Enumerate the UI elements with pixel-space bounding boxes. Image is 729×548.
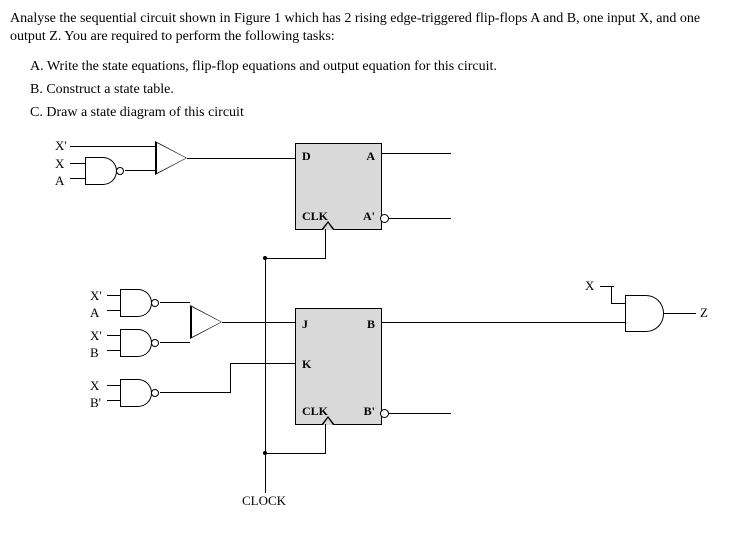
wire xyxy=(381,153,451,154)
wire xyxy=(125,170,155,171)
wire xyxy=(107,350,120,351)
junction-dot xyxy=(263,451,267,455)
wire xyxy=(381,322,611,323)
task-letter: B. xyxy=(30,82,43,97)
wire xyxy=(222,322,295,323)
circuit-diagram: X' X A D A CLK A' X' A X' B X B' xyxy=(10,138,710,538)
label-x-prime: X' xyxy=(55,138,67,154)
wire xyxy=(611,322,625,323)
label-b-prime: B' xyxy=(90,395,101,411)
wire xyxy=(70,178,85,179)
wire xyxy=(107,335,120,336)
task-text: Write the state equations, flip-flop equ… xyxy=(47,59,497,74)
ff-label-q-b: B xyxy=(367,317,375,332)
wire xyxy=(107,400,120,401)
wire xyxy=(664,313,696,314)
wire xyxy=(230,363,231,393)
ff-label-qbar-b: B' xyxy=(364,404,375,419)
nand-gate-top xyxy=(85,157,120,185)
task-list: A. Write the state equations, flip-flop … xyxy=(30,56,719,123)
label-x-prime-3: X' xyxy=(90,328,102,344)
flipflop-b: J B K CLK B' xyxy=(295,308,382,425)
wire xyxy=(160,342,190,343)
buffer-top xyxy=(155,141,187,175)
wire xyxy=(388,218,451,219)
wire xyxy=(70,163,85,164)
wire xyxy=(160,392,230,393)
task-b: B. Construct a state table. xyxy=(30,79,719,100)
label-x-out: X xyxy=(585,278,594,294)
question-intro: Analyse the sequential circuit shown in … xyxy=(10,10,719,46)
task-c: C. Draw a state diagram of this circuit xyxy=(30,102,719,123)
task-text: Construct a state table. xyxy=(46,82,174,97)
label-x-prime-2: X' xyxy=(90,288,102,304)
wire xyxy=(70,146,155,147)
label-x: X xyxy=(55,156,64,172)
task-letter: C. xyxy=(30,105,43,120)
wire xyxy=(265,258,325,259)
wire xyxy=(325,229,326,259)
wire xyxy=(611,286,612,303)
wire xyxy=(265,258,266,493)
label-z: Z xyxy=(700,305,708,321)
nand-gate-xbp xyxy=(120,379,155,407)
wire xyxy=(187,158,295,159)
label-a: A xyxy=(55,173,64,189)
wire xyxy=(611,303,625,304)
label-x-3: X xyxy=(90,378,99,394)
ff-label-qbar: A' xyxy=(363,209,375,224)
task-a: A. Write the state equations, flip-flop … xyxy=(30,56,719,77)
wire xyxy=(265,453,325,454)
wire xyxy=(107,385,120,386)
flipflop-a: D A CLK A' xyxy=(295,143,382,230)
wire xyxy=(107,310,120,311)
wire xyxy=(160,302,190,303)
junction-dot xyxy=(263,256,267,260)
ff-label-q: A xyxy=(366,149,375,164)
wire xyxy=(388,413,451,414)
label-clock: CLOCK xyxy=(242,493,286,509)
ff-label-k: K xyxy=(302,357,311,372)
wire xyxy=(107,295,120,296)
ff-label-j: J xyxy=(302,317,308,332)
task-letter: A. xyxy=(30,59,44,74)
label-a-2: A xyxy=(90,305,99,321)
ff-label-d: D xyxy=(302,149,311,164)
nand-gate-xb xyxy=(120,329,155,357)
nand-gate-xa xyxy=(120,289,155,317)
label-b-2: B xyxy=(90,345,99,361)
wire xyxy=(325,424,326,454)
buffer-j xyxy=(190,305,222,339)
wire xyxy=(230,363,295,364)
task-text: Draw a state diagram of this circuit xyxy=(46,105,243,120)
